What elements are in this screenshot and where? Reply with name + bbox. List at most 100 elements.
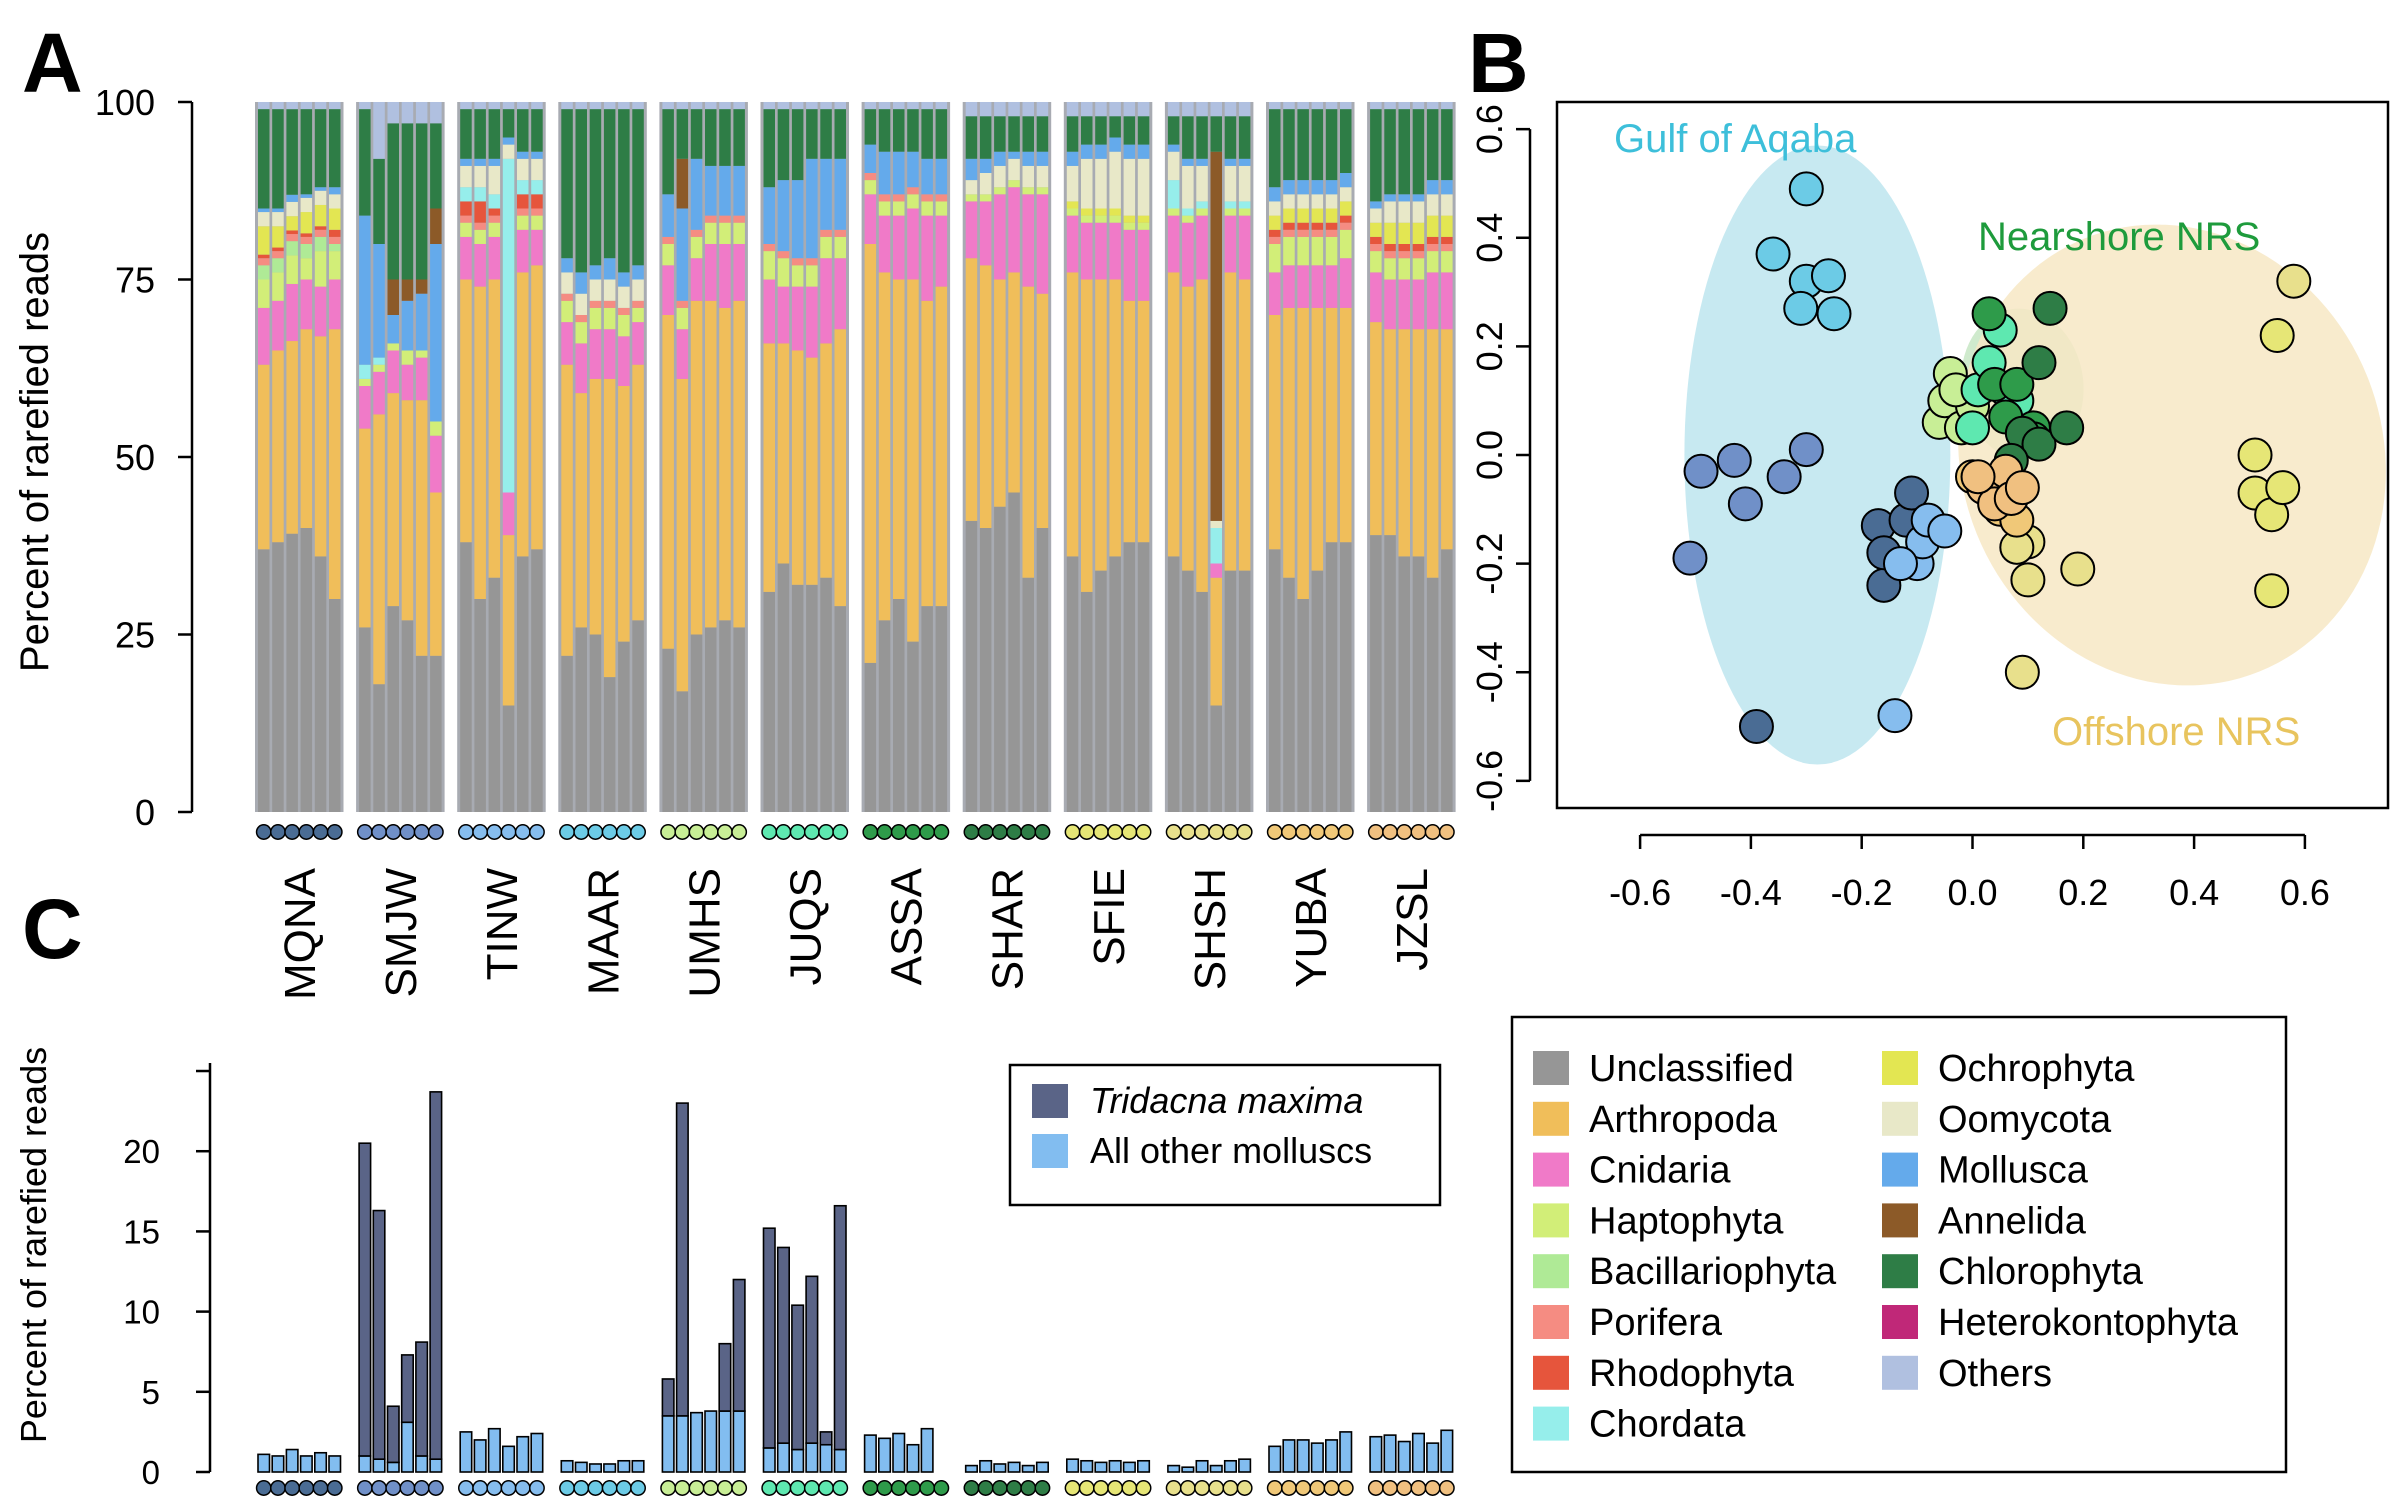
legend-label-porifera: Porifera [1589,1302,1723,1344]
bar-segment-haptophyta [632,307,644,323]
bar-segment-chlorophyta [1238,116,1251,159]
bar-segment-chlorophyta [1311,109,1324,181]
bar-segment-porifera [1283,229,1295,237]
bar-segment-unclassified [1340,542,1352,812]
bar-segment-chlorophyta [806,109,818,159]
group-label-nearshore-nrs: Nearshore NRS [1978,215,2260,259]
bar-segment-oomycota [314,190,327,205]
panel-b-x-tick-label: -0.6 [1609,872,1671,913]
legend-swatch-ochrophyta [1882,1051,1918,1085]
bar-segment-arthropoda [488,279,501,578]
bar-other-molluscs [892,1432,906,1473]
site-marker [789,824,806,840]
bar-segment-oomycota [1066,165,1079,202]
bar-tridacna-maxima [358,1142,372,1457]
site-marker [1208,824,1225,840]
bar-segment-others [1008,102,1020,117]
bar-segment-unclassified [1325,542,1338,812]
bar-other-molluscs [1369,1435,1383,1473]
bar-segment-haptophyta [1340,229,1352,259]
bar-segment-oomycota [272,212,284,227]
point-tinw [1927,513,1963,549]
bar-segment-cnidaria [893,215,905,280]
bar-segment-mollusca [1283,180,1295,195]
point-sfie [2254,573,2290,609]
bar-segment-haptophyta [1137,222,1150,230]
bar-segment-arthropoda [1325,307,1338,543]
bar-segment-unclassified [1137,542,1150,812]
bar-segment-cnidaria [1311,265,1324,308]
bar-segment-cnidaria [430,435,442,493]
bar-segment-porifera [806,258,818,266]
site-marker [1006,824,1022,840]
bar-segment-others [690,102,703,110]
bar-other-molluscs [1080,1459,1094,1473]
site-marker [1093,824,1109,840]
bar-segment-chlorophyta [1426,109,1439,181]
bar-segment-ochrophyta [1137,215,1150,223]
bar-segment-mollusca [1196,158,1208,166]
bar-segment-arthropoda [893,279,905,599]
bar-segment-others [314,102,327,110]
bar-segment-ochrophyta [1311,208,1324,223]
bar-segment-chlorophyta [994,116,1006,152]
bar-other-molluscs [1181,1466,1195,1473]
bar-segment-oomycota [300,197,313,213]
panel-c-letter: C [22,882,83,976]
bar-segment-oomycota [1384,201,1396,223]
bar-segment-porifera [1370,244,1382,252]
bar-other-molluscs [1137,1459,1151,1473]
bar-segment-haptophyta [474,229,486,244]
bar-segment-chlorophyta [1081,116,1093,145]
taxa-legend: Unclassified Arthropoda Cnidaria Haptophyta… [1510,1015,2288,1474]
bar-segment-unclassified [676,691,689,812]
bar-segment-chlorophyta [1340,109,1352,173]
bar-segment-porifera [878,194,891,202]
bar-segment-cnidaria [300,279,313,330]
bar-other-molluscs [1310,1442,1324,1473]
bar-segment-oomycota [1398,201,1410,223]
bar-segment-chordata [474,187,486,202]
legend-swatch-annelida [1882,1203,1918,1238]
bar-segment-unclassified [1036,528,1049,812]
point-assa [1971,296,2007,332]
bar-segment-porifera [488,215,501,223]
bar-segment-haptophyta [791,265,804,287]
bar-segment-rhodophyta [488,208,501,216]
group-label-offshore-nrs: Offshore NRS [2052,710,2300,754]
bar-segment-others [733,102,745,110]
bar-segment-unclassified [662,648,674,812]
bar-segment-arthropoda [387,393,399,607]
bar-segment-arthropoda [1095,279,1107,571]
bar-segment-bacillariophyta [329,244,341,252]
bar-segment-chlorophyta [474,109,486,159]
bar-segment-chordata [1196,201,1208,209]
legend-label-chlorophyta: Chlorophyta [1938,1251,2144,1293]
bar-other-molluscs [1066,1458,1080,1473]
bar-segment-chordata [1167,180,1180,209]
bar-other-molluscs [877,1437,892,1473]
legend-label-oomycota: Oomycota [1938,1099,2112,1141]
panel-c-y-tick-label: 15 [123,1213,160,1250]
bar-segment-mollusca [1325,180,1338,195]
bar-segment-haptophyta [1008,180,1020,188]
bar-segment-others [1238,102,1251,117]
bar-segment-chlorophyta [373,158,385,244]
bar-other-molluscs [732,1410,746,1473]
bar-other-molluscs [415,1455,429,1473]
bar-segment-mollusca [979,158,992,173]
bar-segment-oomycota [632,279,644,301]
site-marker [1078,1480,1095,1496]
bar-segment-chlorophyta [460,109,472,159]
bar-segment-rhodophyta [1269,229,1281,237]
bar-segment-chlorophyta [965,116,978,159]
legend-label-chordata: Chordata [1589,1404,1746,1446]
bar-segment-annelida [387,279,399,315]
bar-segment-others [1167,102,1180,117]
bar-segment-chlorophyta [329,109,341,188]
bar-segment-porifera [935,194,948,202]
bar-segment-oomycota [502,144,515,159]
bar-segment-annelida [1210,151,1222,521]
bar-segment-mollusca [1137,144,1150,159]
legend-label-tridacna-maxima: Tridacna maxima [1090,1080,1363,1121]
